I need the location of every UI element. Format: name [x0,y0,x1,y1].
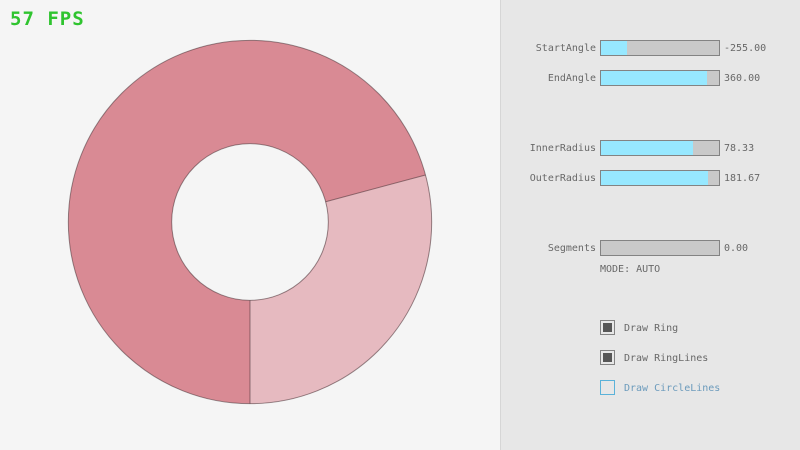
end-angle-value: 360.00 [724,73,761,84]
checkbox-row-draw-ring: Draw Ring [500,320,800,336]
slider-row-segments: Segments 0.00 [500,240,800,256]
draw-ringlines-label: Draw RingLines [624,353,709,364]
inner-radius-label: InnerRadius [529,143,596,154]
end-angle-slider-fill [601,71,708,85]
end-angle-label: EndAngle [547,73,596,84]
outer-radius-label: OuterRadius [529,173,596,184]
end-angle-slider[interactable] [600,70,720,86]
checkbox-row-draw-ringlines: Draw RingLines [500,350,800,366]
slider-row-end-angle: EndAngle 360.00 [500,70,800,86]
outer-radius-slider[interactable] [600,170,720,186]
ring-visualization [67,39,433,405]
start-angle-value: -255.00 [724,43,767,54]
panel-divider [500,0,501,450]
draw-ring-label: Draw Ring [624,323,679,334]
draw-ringlines-checkbox[interactable] [600,350,615,365]
start-angle-slider-fill [601,41,627,55]
checkbox-row-draw-circlelines: Draw CircleLines [500,380,800,396]
inner-radius-slider-fill [601,141,694,155]
draw-ring-checkbox[interactable] [600,320,615,335]
ring-angle-lines [249,174,426,404]
segments-value: 0.00 [724,243,749,254]
slider-row-outer-radius: OuterRadius 181.67 [500,170,800,186]
slider-row-inner-radius: InnerRadius 78.33 [500,140,800,156]
controls-panel: StartAngle -255.00 EndAngle 360.00 Inner… [500,0,800,450]
start-angle-label: StartAngle [535,43,596,54]
segments-label: Segments [547,243,596,254]
draw-circlelines-label: Draw CircleLines [624,383,721,394]
outer-radius-value: 181.67 [724,173,761,184]
draw-circlelines-checkbox[interactable] [600,380,615,395]
outer-radius-slider-fill [601,171,709,185]
start-angle-slider[interactable] [600,40,720,56]
ring-inner-outline [171,143,329,301]
segments-slider[interactable] [600,240,720,256]
inner-radius-slider[interactable] [600,140,720,156]
fps-counter: 57 FPS [10,8,85,30]
ring-single-region [250,174,432,404]
segments-mode-text: MODE: AUTO [600,264,661,275]
slider-row-start-angle: StartAngle -255.00 [500,40,800,56]
inner-radius-value: 78.33 [724,143,755,154]
